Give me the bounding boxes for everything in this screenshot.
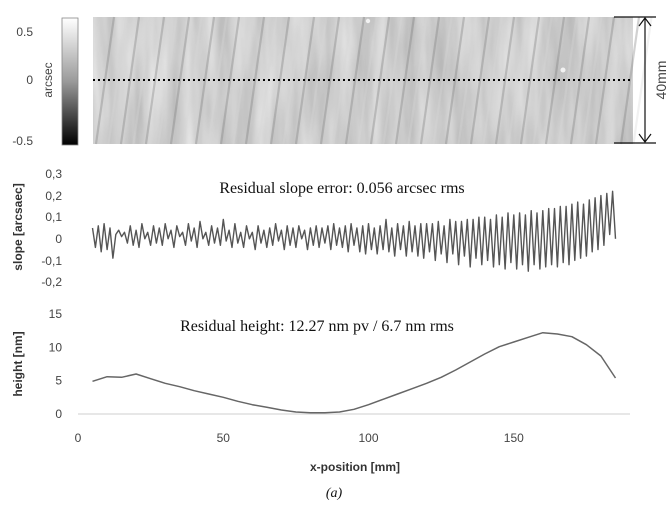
scale-arrow-up-icon [638,17,652,27]
map-streak [382,16,403,145]
slope-y-tick: 0 [55,232,62,246]
map-streak [532,16,553,145]
height-y-tick: 5 [55,374,62,388]
map-streak [557,16,578,145]
slope-series-line [91,190,617,272]
map-streak [332,16,353,145]
x-axis-label: x-position [mm] [310,460,400,474]
colorbar-label: arcsec [41,62,55,97]
slope-y-axis-label: slope [arcsaec] [11,183,25,270]
slope-y-tick: -0,1 [41,254,62,268]
height-y-tick: 0 [55,407,62,421]
height-series-line [92,331,617,414]
map-streak [632,16,653,145]
x-tick: 0 [75,431,82,445]
map-streak [182,16,203,145]
figure-caption: (a) [326,486,343,501]
colorbar-tick: 0 [26,73,33,87]
map-streak [457,16,478,145]
colorbar-tick: -0.5 [12,134,33,148]
map-streak [582,16,603,145]
map-streak [107,16,128,145]
map-streak [507,16,528,145]
colorbar-tick: 0.5 [16,25,33,39]
height-y-tick: 10 [49,340,63,354]
map-streak [232,16,253,145]
slope-y-tick: 0,1 [45,210,62,224]
height-annotation: Residual height: 12.27 nm pv / 6.7 nm rm… [180,318,454,335]
map-streak [607,16,628,145]
x-tick: 50 [217,431,231,445]
slope-annotation: Residual slope error: 0.056 arcsec rms [219,180,464,197]
slope-profile-chart: slope [arcsaec] Residual slope error: 0.… [11,167,617,289]
map-spot [560,67,566,73]
map-streak [207,16,228,145]
map-streak [432,16,453,145]
map-streak [157,16,178,145]
map-streak [407,16,428,145]
height-y-tick: 15 [49,307,63,321]
x-tick: 150 [504,431,524,445]
slope-y-tick: -0,2 [41,275,62,289]
slope-map-panel: 0.5 0 -0.5 arcsec 40mm [12,16,669,148]
scale-bar-label: 40mm [653,61,669,100]
height-profile-chart: height [nm] Residual height: 12.27 nm pv… [11,307,630,474]
map-streak [257,16,278,145]
height-y-axis-label: height [nm] [11,331,25,396]
slope-y-tick: 0,2 [45,189,62,203]
map-spot [365,18,371,24]
map-streak [357,16,378,145]
scale-arrow-down-icon [638,133,652,143]
map-streak [132,16,153,145]
map-streak [282,16,303,145]
map-streak [307,16,328,145]
x-tick: 100 [359,431,379,445]
colorbar [61,17,79,146]
slope-y-tick: 0,3 [45,167,62,181]
map-streak [482,16,503,145]
